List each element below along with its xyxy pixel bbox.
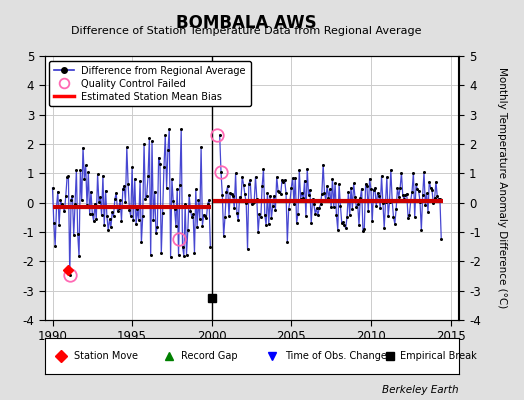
Y-axis label: Monthly Temperature Anomaly Difference (°C): Monthly Temperature Anomaly Difference (… xyxy=(497,67,507,309)
Text: Berkeley Earth: Berkeley Earth xyxy=(382,385,458,395)
Text: Time of Obs. Change: Time of Obs. Change xyxy=(285,351,387,361)
Legend: Difference from Regional Average, Quality Control Failed, Estimated Station Mean: Difference from Regional Average, Qualit… xyxy=(49,61,251,106)
Text: BOMBALA AWS: BOMBALA AWS xyxy=(176,14,316,32)
Text: Record Gap: Record Gap xyxy=(181,351,238,361)
Text: Difference of Station Temperature Data from Regional Average: Difference of Station Temperature Data f… xyxy=(71,26,421,36)
Text: Station Move: Station Move xyxy=(73,351,137,361)
Text: Empirical Break: Empirical Break xyxy=(400,351,476,361)
